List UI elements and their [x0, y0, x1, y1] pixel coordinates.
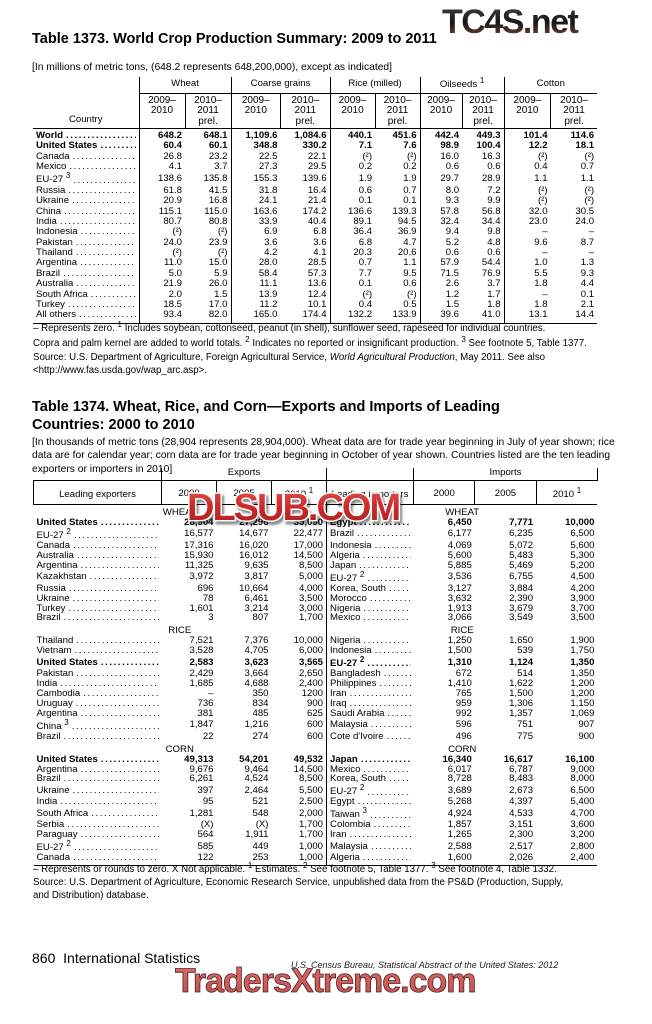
svg-text:TC4S.net: TC4S.net — [442, 3, 579, 41]
svg-text:DLSUB.COM: DLSUB.COM — [187, 489, 399, 529]
svg-text:TradersXtreme.com: TradersXtreme.com — [175, 962, 476, 1000]
